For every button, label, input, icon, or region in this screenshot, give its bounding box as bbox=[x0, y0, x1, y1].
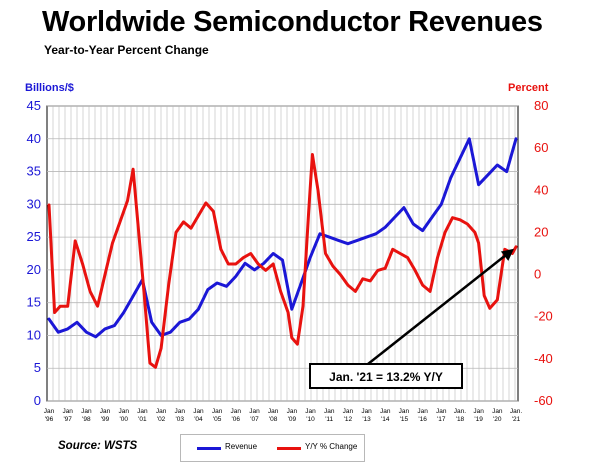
x-axis-tick-month: Jan bbox=[343, 408, 354, 415]
legend-yoy-label: Y/Y % Change bbox=[305, 442, 358, 451]
chart-title: Worldwide Semiconductor Revenues bbox=[42, 6, 543, 38]
x-axis-tick-month: Jan bbox=[473, 408, 484, 415]
left-axis-tick-label: 40 bbox=[27, 131, 41, 146]
legend: Revenue Y/Y % Change bbox=[180, 434, 365, 462]
left-axis-tick-label: 15 bbox=[27, 295, 41, 310]
x-axis-tick-year: '12 bbox=[344, 416, 353, 423]
x-axis-tick-month: Jan bbox=[249, 408, 260, 415]
callout-arrow-line bbox=[367, 250, 511, 365]
x-axis-tick-year: '17 bbox=[437, 416, 446, 423]
x-axis-tick-year: '00 bbox=[119, 416, 128, 423]
left-axis-tick-label: 45 bbox=[27, 98, 41, 113]
callout-text: Jan. '21 = 13.2% Y/Y bbox=[329, 370, 443, 384]
legend-yoy-swatch bbox=[277, 447, 301, 450]
x-axis-tick-month: Jan bbox=[305, 408, 316, 415]
revenue-series-line bbox=[47, 137, 518, 339]
x-axis-tick-year: '02 bbox=[157, 416, 166, 423]
callout-arrow-head bbox=[500, 248, 514, 261]
right-axis-tick-label: 40 bbox=[534, 182, 548, 197]
chart-subtitle: Year-to-Year Percent Change bbox=[44, 43, 209, 57]
x-axis-tick-year: '21 bbox=[512, 416, 521, 423]
x-axis-tick-month: Jan bbox=[380, 408, 391, 415]
x-axis-tick-month: Jan bbox=[81, 408, 92, 415]
x-axis-tick-year: '14 bbox=[381, 416, 390, 423]
yoy-series-line bbox=[47, 153, 518, 369]
x-axis-tick-year: '11 bbox=[325, 416, 333, 423]
x-axis-tick-year: '07 bbox=[250, 416, 259, 423]
x-axis-tick-month: Jan bbox=[118, 408, 129, 415]
left-axis-tick-label: 0 bbox=[34, 393, 41, 408]
x-axis-tick-month: Jan. bbox=[510, 408, 522, 415]
x-axis-tick-year: '03 bbox=[176, 416, 185, 423]
x-axis-tick-month: Jan bbox=[156, 408, 167, 415]
x-axis-tick-year: '10 bbox=[306, 416, 315, 423]
x-axis-tick-month: Jan bbox=[175, 408, 186, 415]
x-axis-tick-year: '05 bbox=[213, 416, 222, 423]
x-axis-tick-month: Jan bbox=[100, 408, 111, 415]
x-axis-tick-month: Jan bbox=[492, 408, 503, 415]
left-axis-tick-label: 35 bbox=[27, 164, 41, 179]
x-axis-tick-month: Jan bbox=[287, 408, 298, 415]
x-axis-tick-year: '09 bbox=[288, 416, 297, 423]
x-axis-tick-year: '04 bbox=[194, 416, 203, 423]
x-axis-tick-month: Jan bbox=[193, 408, 204, 415]
right-axis-tick-label: -20 bbox=[534, 309, 553, 324]
right-axis-tick-label: 80 bbox=[534, 98, 548, 113]
plot-area bbox=[46, 105, 519, 402]
x-axis-tick-month: Jan bbox=[361, 408, 372, 415]
x-axis-tick-month: Jan bbox=[137, 408, 148, 415]
x-axis-tick-month: Jan bbox=[268, 408, 279, 415]
left-axis-tick-label: 10 bbox=[27, 327, 41, 342]
x-axis-tick-year: '16 bbox=[418, 416, 427, 423]
x-axis-tick-month: Jan bbox=[436, 408, 447, 415]
x-axis-tick-month: Jan bbox=[212, 408, 223, 415]
legend-revenue-label: Revenue bbox=[225, 442, 258, 451]
right-axis-tick-label: -40 bbox=[534, 351, 553, 366]
left-axis-tick-label: 30 bbox=[27, 196, 41, 211]
x-axis-tick-year: '19 bbox=[474, 416, 483, 423]
x-axis-tick-year: '20 bbox=[493, 416, 502, 423]
x-axis-tick-year: '99 bbox=[101, 416, 110, 423]
x-axis-tick-year: '98 bbox=[82, 416, 91, 423]
x-axis-tick-year: '96 bbox=[45, 416, 54, 423]
left-axis-tick-label: 20 bbox=[27, 262, 41, 277]
x-axis-tick-month: Jan. bbox=[454, 408, 466, 415]
x-axis-tick-month: Jan bbox=[324, 408, 335, 415]
x-axis-tick-year: '97 bbox=[63, 416, 72, 423]
left-axis-unit: Billions/$ bbox=[25, 82, 74, 94]
x-axis-tick-month: Jan bbox=[62, 408, 73, 415]
x-axis-tick-year: '13 bbox=[362, 416, 371, 423]
x-axis-tick-year: '08 bbox=[269, 416, 278, 423]
right-axis-tick-label: -60 bbox=[534, 393, 553, 408]
x-axis-tick-year: '15 bbox=[400, 416, 409, 423]
source-note: Source: WSTS bbox=[58, 440, 138, 452]
x-axis-tick-month: Jan bbox=[399, 408, 410, 415]
x-axis-tick-month: Jan bbox=[44, 408, 55, 415]
x-axis-tick-year: '18 bbox=[456, 416, 465, 423]
x-axis-tick-year: '01 bbox=[138, 416, 147, 423]
legend-revenue-swatch bbox=[197, 447, 221, 450]
left-axis-tick-label: 5 bbox=[34, 360, 41, 375]
left-axis-tick-label: 25 bbox=[27, 229, 41, 244]
x-axis-tick-year: '06 bbox=[232, 416, 241, 423]
right-axis-tick-label: 0 bbox=[534, 267, 541, 282]
right-axis-tick-label: 60 bbox=[534, 140, 548, 155]
right-axis-unit: Percent bbox=[508, 82, 549, 94]
right-axis-tick-label: 20 bbox=[534, 224, 548, 239]
x-axis-tick-month: Jan bbox=[231, 408, 242, 415]
x-axis-tick-month: Jan bbox=[417, 408, 428, 415]
callout-box bbox=[309, 363, 463, 389]
